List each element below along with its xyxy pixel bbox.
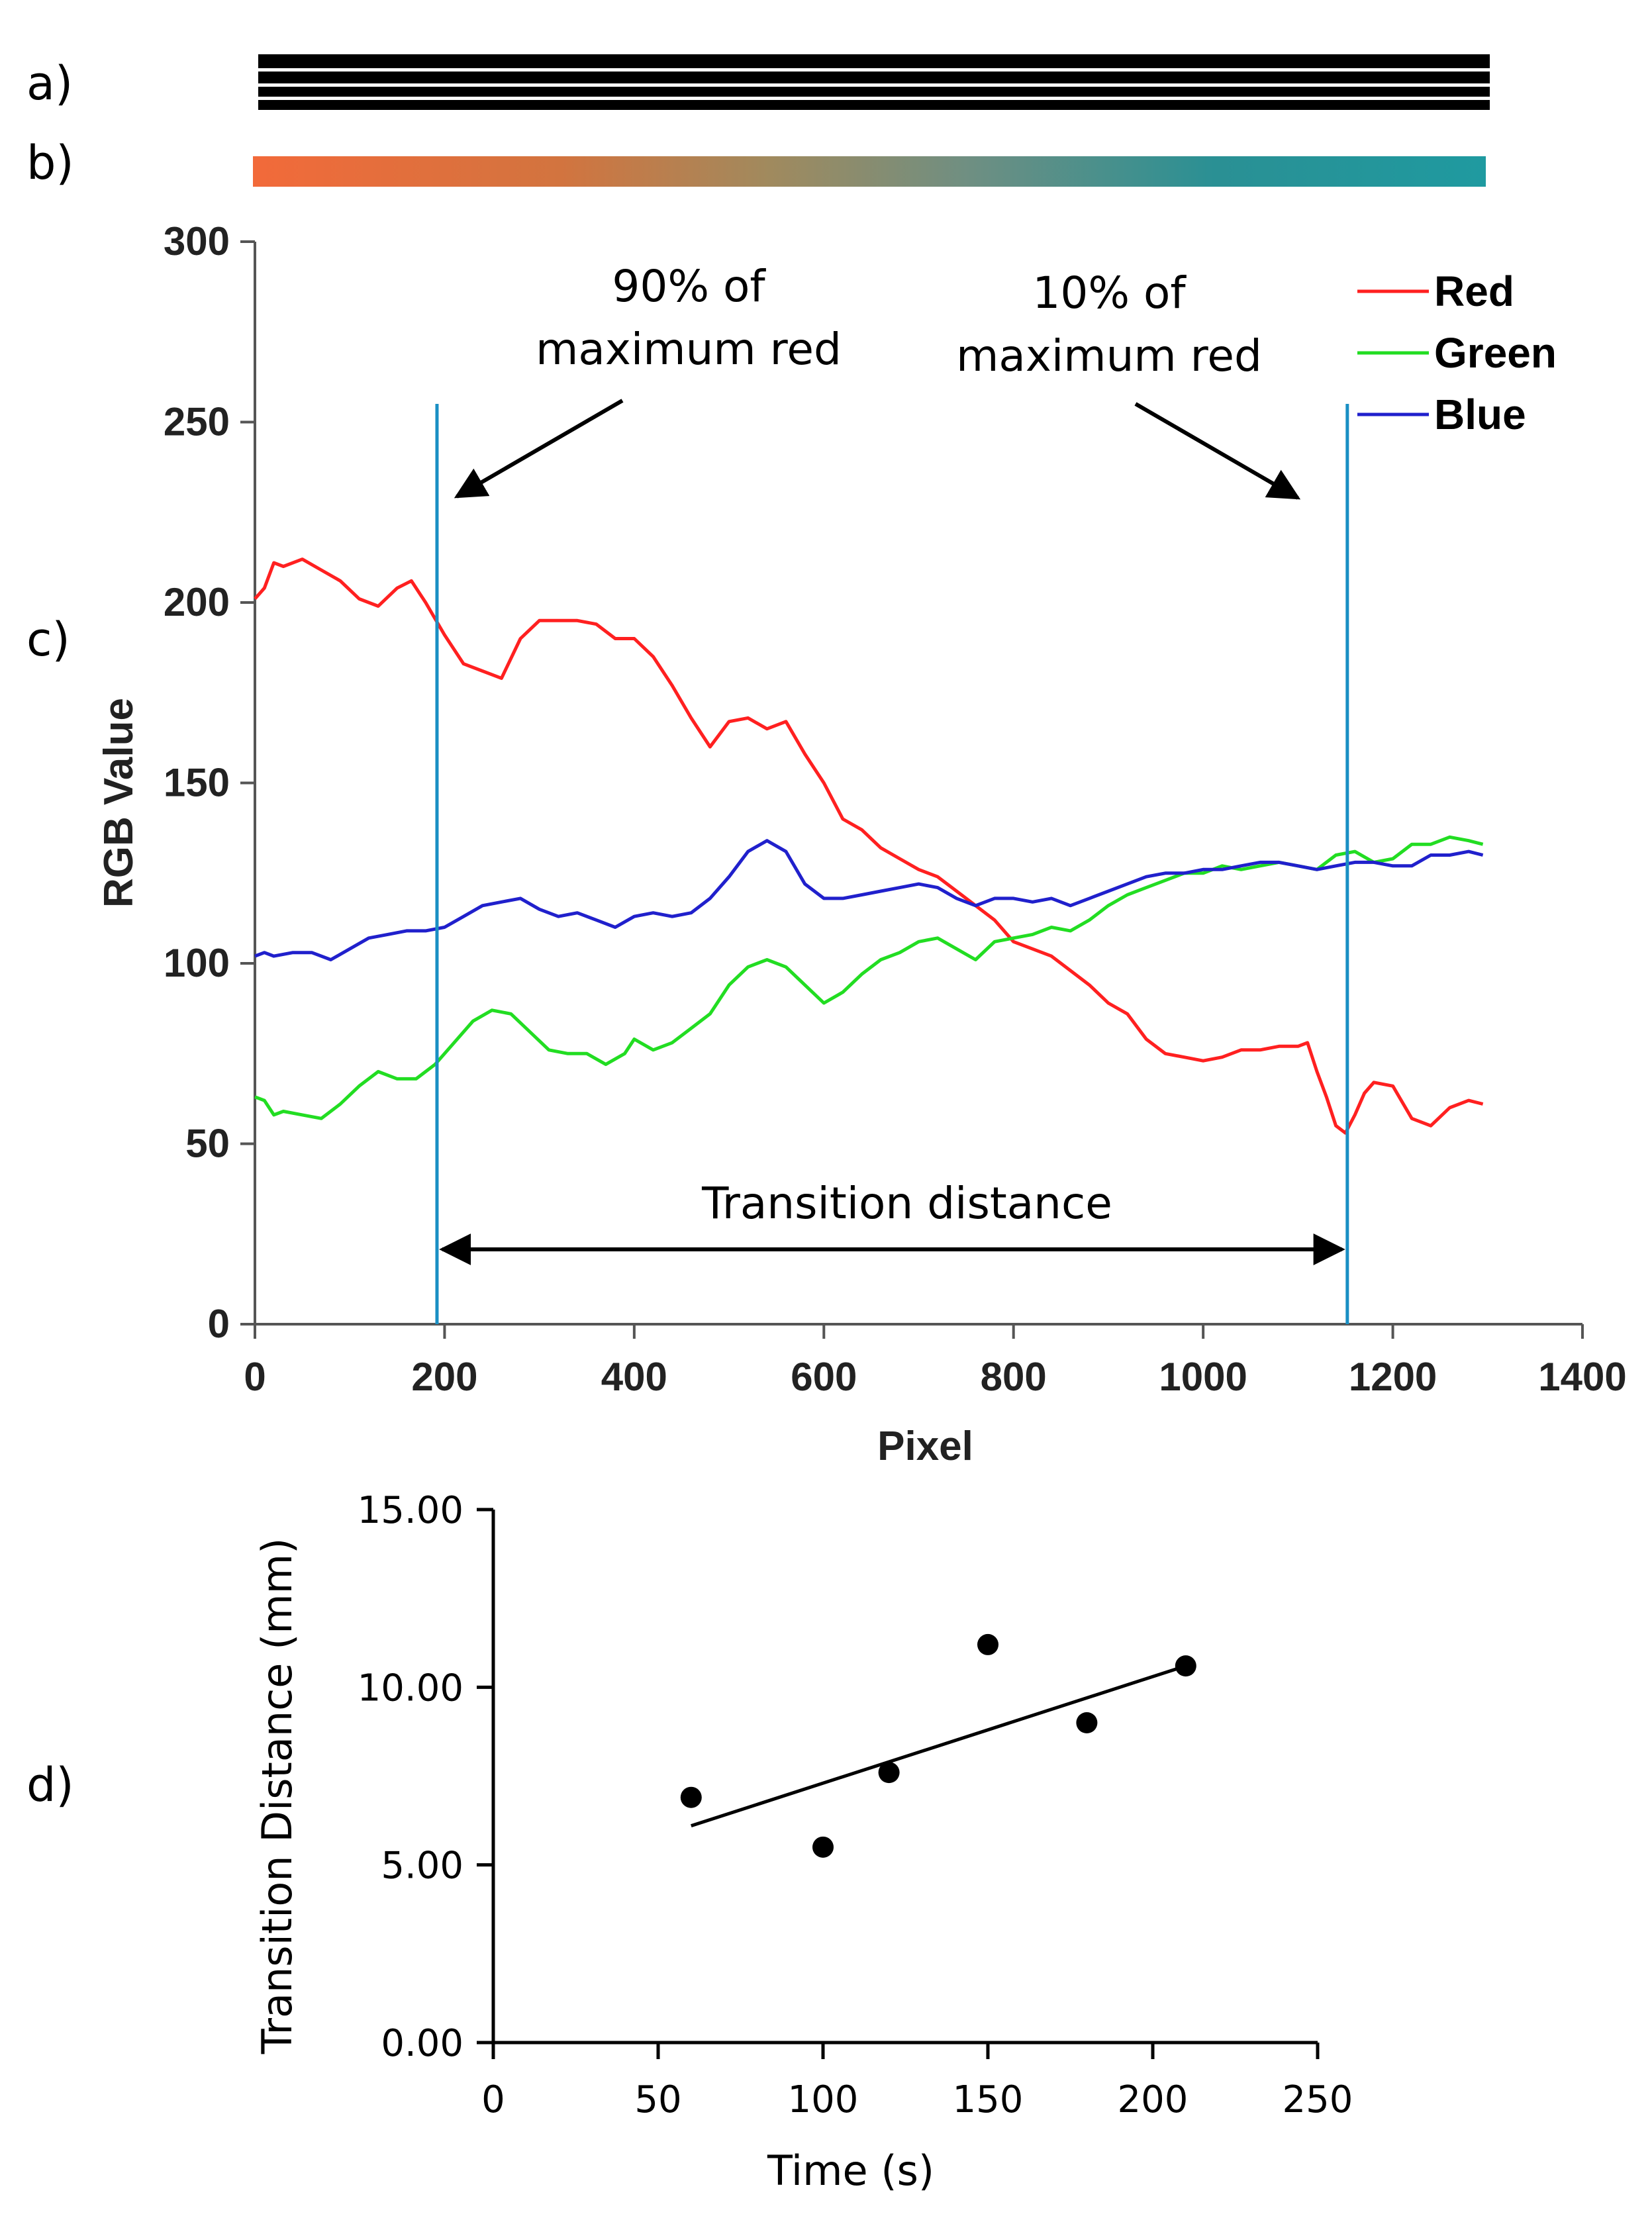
scatter-point	[812, 1836, 834, 1858]
scatter-point	[1076, 1712, 1098, 1733]
annotation-transition-label: Transition distance	[701, 1178, 1112, 1229]
legend-label-blue: Blue	[1434, 391, 1526, 438]
panel-label-a: a)	[26, 56, 73, 111]
panel-label-c: c)	[26, 612, 70, 667]
x-tick-label: 1000	[1159, 1355, 1247, 1399]
y-tick-label: 50	[185, 1122, 230, 1166]
x-tick-label: 200	[1118, 2078, 1189, 2121]
scatter-point	[1175, 1655, 1196, 1677]
annotation-right-line2: maximum red	[956, 330, 1262, 381]
series-line-green	[254, 835, 1484, 1120]
legend-label-green: Green	[1434, 329, 1557, 377]
scatter-point	[680, 1786, 702, 1808]
y-axis-title: Transition Distance (mm)	[253, 1538, 301, 2055]
annotation-arrow-left	[454, 399, 624, 499]
x-axis-title: Time (s)	[767, 2147, 934, 2195]
x-tick-label: 150	[953, 2078, 1024, 2121]
x-tick-label: 600	[791, 1355, 857, 1399]
panel-label-d: d)	[26, 1758, 74, 1812]
y-tick-label: 0	[208, 1302, 230, 1346]
y-tick-label: 5.00	[381, 1845, 463, 1888]
annotation-arrow-right	[1134, 402, 1301, 500]
transition-scatter-chart: 0.00 5.00 10.00 15.00 0 50 100 150 200 250 Time (s…	[253, 1489, 1353, 2195]
y-tick-label: 100	[164, 941, 230, 985]
x-tick-label: 50	[634, 2078, 681, 2121]
x-tick-label: 800	[981, 1355, 1047, 1399]
x-tick-label: 0	[244, 1355, 266, 1399]
y-tick-label: 150	[164, 761, 230, 805]
x-tick-label: 0	[481, 2078, 505, 2121]
legend-label-red: Red	[1434, 267, 1514, 315]
series-line-blue	[254, 839, 1484, 961]
scatter-point	[977, 1633, 998, 1655]
y-tick-label: 300	[164, 219, 230, 264]
color-gradient-bar	[253, 156, 1486, 187]
stripe-block	[258, 54, 1490, 110]
x-tick-label: 1400	[1538, 1355, 1626, 1399]
y-tick-label: 0.00	[381, 2022, 463, 2065]
rgb-line-chart: 0 50 100 150 200 250 300 0 200 400 600 800 1000 1200 1…	[96, 219, 1627, 1469]
panel-label-b: b)	[26, 136, 74, 190]
y-tick-label: 200	[164, 580, 230, 624]
series-line-red	[254, 557, 1484, 1135]
y-tick-label: 15.00	[358, 1489, 463, 1532]
annotation-left-line2: maximum red	[536, 324, 842, 375]
annotation-right-line1: 10% of	[1032, 267, 1187, 318]
stripe-gap-2	[258, 83, 1490, 87]
annotation-left-line1: 90% of	[612, 261, 766, 312]
scatter-point	[878, 1762, 900, 1784]
stripe-gap-3	[258, 97, 1490, 100]
x-tick-label: 1200	[1349, 1355, 1437, 1399]
trend-line	[691, 1664, 1187, 1828]
x-axis-title: Pixel	[877, 1424, 973, 1469]
y-tick-label: 10.00	[358, 1666, 463, 1710]
y-tick-label: 250	[164, 400, 230, 444]
x-tick-label: 200	[411, 1355, 477, 1399]
stripe-gap-1	[258, 68, 1490, 72]
x-tick-label: 250	[1283, 2078, 1353, 2121]
x-tick-label: 400	[601, 1355, 667, 1399]
y-axis-title: RGB Value	[96, 698, 142, 908]
panel-a-stripes	[258, 54, 1490, 110]
x-tick-label: 100	[788, 2078, 859, 2121]
